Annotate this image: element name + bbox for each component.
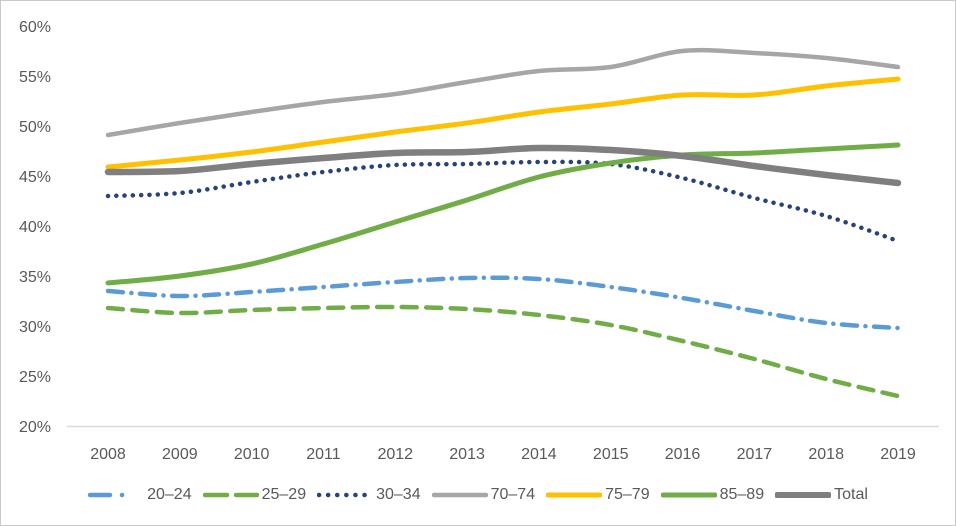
legend-label-75-79: 75–79 bbox=[605, 486, 650, 503]
series-line-total bbox=[104, 144, 902, 187]
legend-marker-75-79 bbox=[546, 492, 603, 498]
series-line-30-34 bbox=[105, 159, 901, 244]
y-tick-label-30-: 30% bbox=[19, 319, 51, 336]
legend-marker-30-34 bbox=[317, 492, 374, 498]
y-tick-label-40-: 40% bbox=[19, 219, 51, 236]
x-tick-label-2013: 2013 bbox=[449, 446, 485, 463]
y-tick-label-35-: 35% bbox=[19, 269, 51, 286]
x-tick-label-2014: 2014 bbox=[521, 446, 557, 463]
legend-label-total: Total bbox=[834, 486, 868, 503]
x-tick-label-2017: 2017 bbox=[737, 446, 773, 463]
y-tick-label-50-: 50% bbox=[19, 119, 51, 136]
y-tick-label-55-: 55% bbox=[19, 69, 51, 86]
line-chart-plot: 60% 55% 50% 45% 40% 35% 30% 25% 20% 2008 2009 2010 2… bbox=[19, 19, 939, 463]
x-tick-label-2018: 2018 bbox=[808, 446, 844, 463]
legend-marker-20-24 bbox=[88, 492, 145, 498]
legend-label-20-24: 20–24 bbox=[147, 486, 192, 503]
y-tick-label-20-: 20% bbox=[19, 419, 51, 436]
y-tick-label-25-: 25% bbox=[19, 369, 51, 386]
legend-marker-70-74 bbox=[431, 492, 488, 498]
series-line-70-74 bbox=[105, 47, 901, 138]
legend-item-total: Total bbox=[775, 487, 868, 503]
x-tick-label-2009: 2009 bbox=[162, 446, 198, 463]
x-tick-label-2011: 2011 bbox=[306, 446, 341, 463]
chart-legend: 20–24 25–29 30–34 70–74 75–79 85–89 Total bbox=[1, 479, 955, 511]
y-tick-label-60-: 60% bbox=[19, 19, 51, 36]
legend-item-20-24: 20–24 bbox=[88, 487, 192, 503]
legend-marker-total bbox=[775, 492, 832, 498]
legend-label-70-74: 70–74 bbox=[490, 486, 536, 503]
legend-label-85-89: 85–89 bbox=[719, 486, 765, 503]
legend-marker-85-89 bbox=[660, 492, 717, 498]
x-tick-label-2019: 2019 bbox=[880, 446, 916, 463]
legend-item-30-34: 30–34 bbox=[317, 487, 421, 503]
legend-label-30-34: 30–34 bbox=[376, 486, 421, 503]
x-tick-label-2010: 2010 bbox=[234, 446, 270, 463]
series-line-25-29 bbox=[105, 304, 901, 399]
legend-item-25-29: 25–29 bbox=[202, 486, 307, 503]
x-tick-label-2008: 2008 bbox=[90, 446, 126, 463]
series-line-75-79 bbox=[105, 76, 901, 170]
series-line-85-89 bbox=[105, 142, 901, 286]
legend-item-85-89: 85–89 bbox=[660, 486, 765, 503]
legend-marker-25-29 bbox=[202, 492, 259, 498]
x-tick-label-2012: 2012 bbox=[377, 446, 413, 463]
y-tick-label-45-: 45% bbox=[19, 169, 51, 186]
series-line-20-24 bbox=[105, 275, 901, 331]
x-tick-label-2016: 2016 bbox=[665, 446, 701, 463]
x-tick-label-2015: 2015 bbox=[593, 446, 629, 463]
legend-item-70-74: 70–74 bbox=[431, 486, 536, 503]
legend-item-75-79: 75–79 bbox=[546, 487, 650, 503]
legend-label-25-29: 25–29 bbox=[261, 486, 307, 503]
